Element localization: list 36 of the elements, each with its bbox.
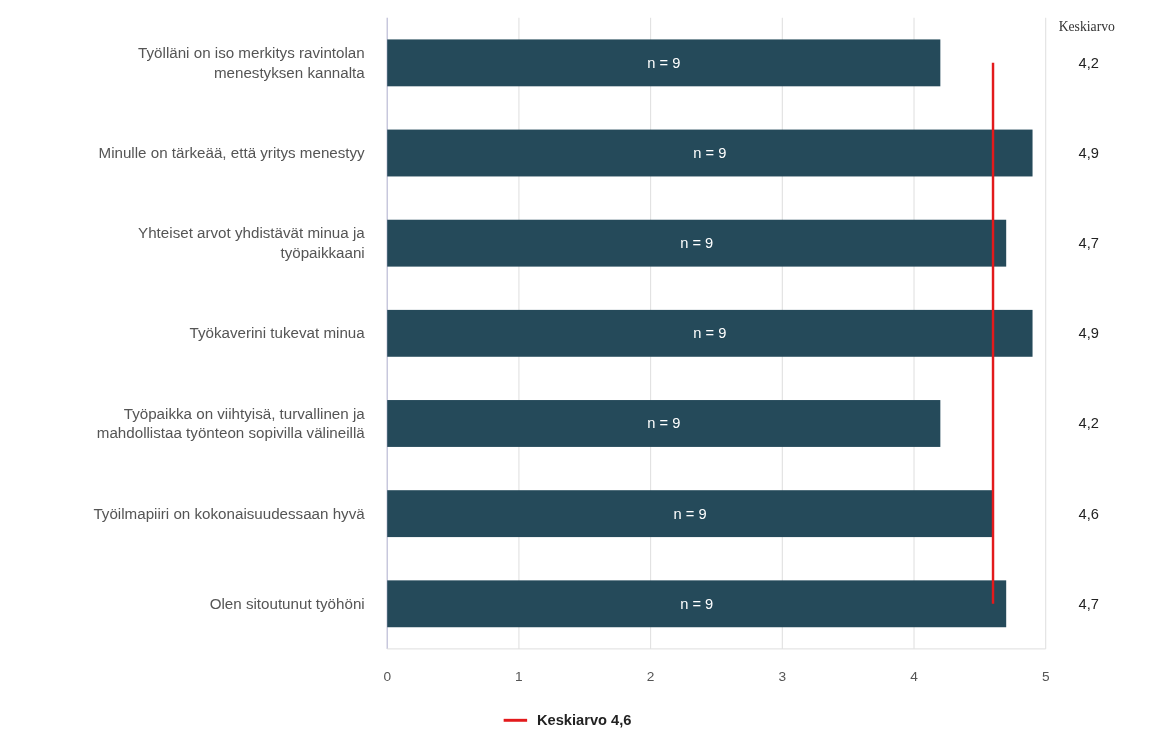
- x-tick-label: 0: [383, 669, 392, 685]
- bar: [387, 400, 941, 447]
- y-tick-label: Työlläni on iso merkitys ravintolan menestyksen kannalta: [138, 43, 366, 81]
- x-tick-label: 1: [515, 669, 523, 685]
- x-tick-label: 3: [778, 669, 787, 685]
- y-tick-label: Työkaverini tukevat minua: [189, 324, 366, 342]
- bar: [387, 39, 941, 87]
- annotation: n = 9: [647, 415, 681, 432]
- bar: [387, 309, 1033, 357]
- data-label: 4,7: [1078, 595, 1099, 612]
- data-label: 4,6: [1078, 505, 1099, 522]
- y-tick-label: Yhteiset arvot yhdistävät minua ja työpaikkaani: [138, 224, 366, 261]
- data-label: 4,9: [1078, 325, 1099, 342]
- data-label: 4,7: [1078, 235, 1099, 252]
- data-label: 4,2: [1078, 415, 1099, 432]
- bar: [387, 129, 1033, 177]
- legend-label: Keskiarvo 4,6: [536, 712, 632, 729]
- bar: [387, 490, 994, 538]
- text: Keskiarvo: [1058, 19, 1116, 35]
- x-tick-label: 5: [1041, 669, 1050, 685]
- bar: [387, 580, 1007, 628]
- annotation: n = 9: [680, 595, 714, 612]
- data-label: 4,9: [1078, 144, 1099, 161]
- annotation: n = 9: [673, 505, 707, 522]
- y-tick-label: Työpaikka on viihtyisä, turvallinen ja mahdollistaa työnteon sopivilla välineillä: [96, 404, 366, 442]
- data-label: 4,2: [1078, 54, 1099, 71]
- x-tick-label: 4: [910, 669, 919, 685]
- annotation: n = 9: [693, 325, 727, 342]
- y-tick-label: Työilmapiiri on kokonaisuudessaan hyvä: [93, 504, 366, 522]
- x-tick-label: 2: [646, 669, 655, 685]
- annotation: n = 9: [647, 54, 681, 71]
- y-tick-label: Minulle on tärkeää, että yritys menestyy: [98, 143, 366, 161]
- bar: [387, 219, 1007, 267]
- y-tick-label: Olen sitoutunut työhöni: [209, 594, 365, 612]
- annotation: n = 9: [693, 144, 727, 161]
- annotation: n = 9: [680, 235, 714, 252]
